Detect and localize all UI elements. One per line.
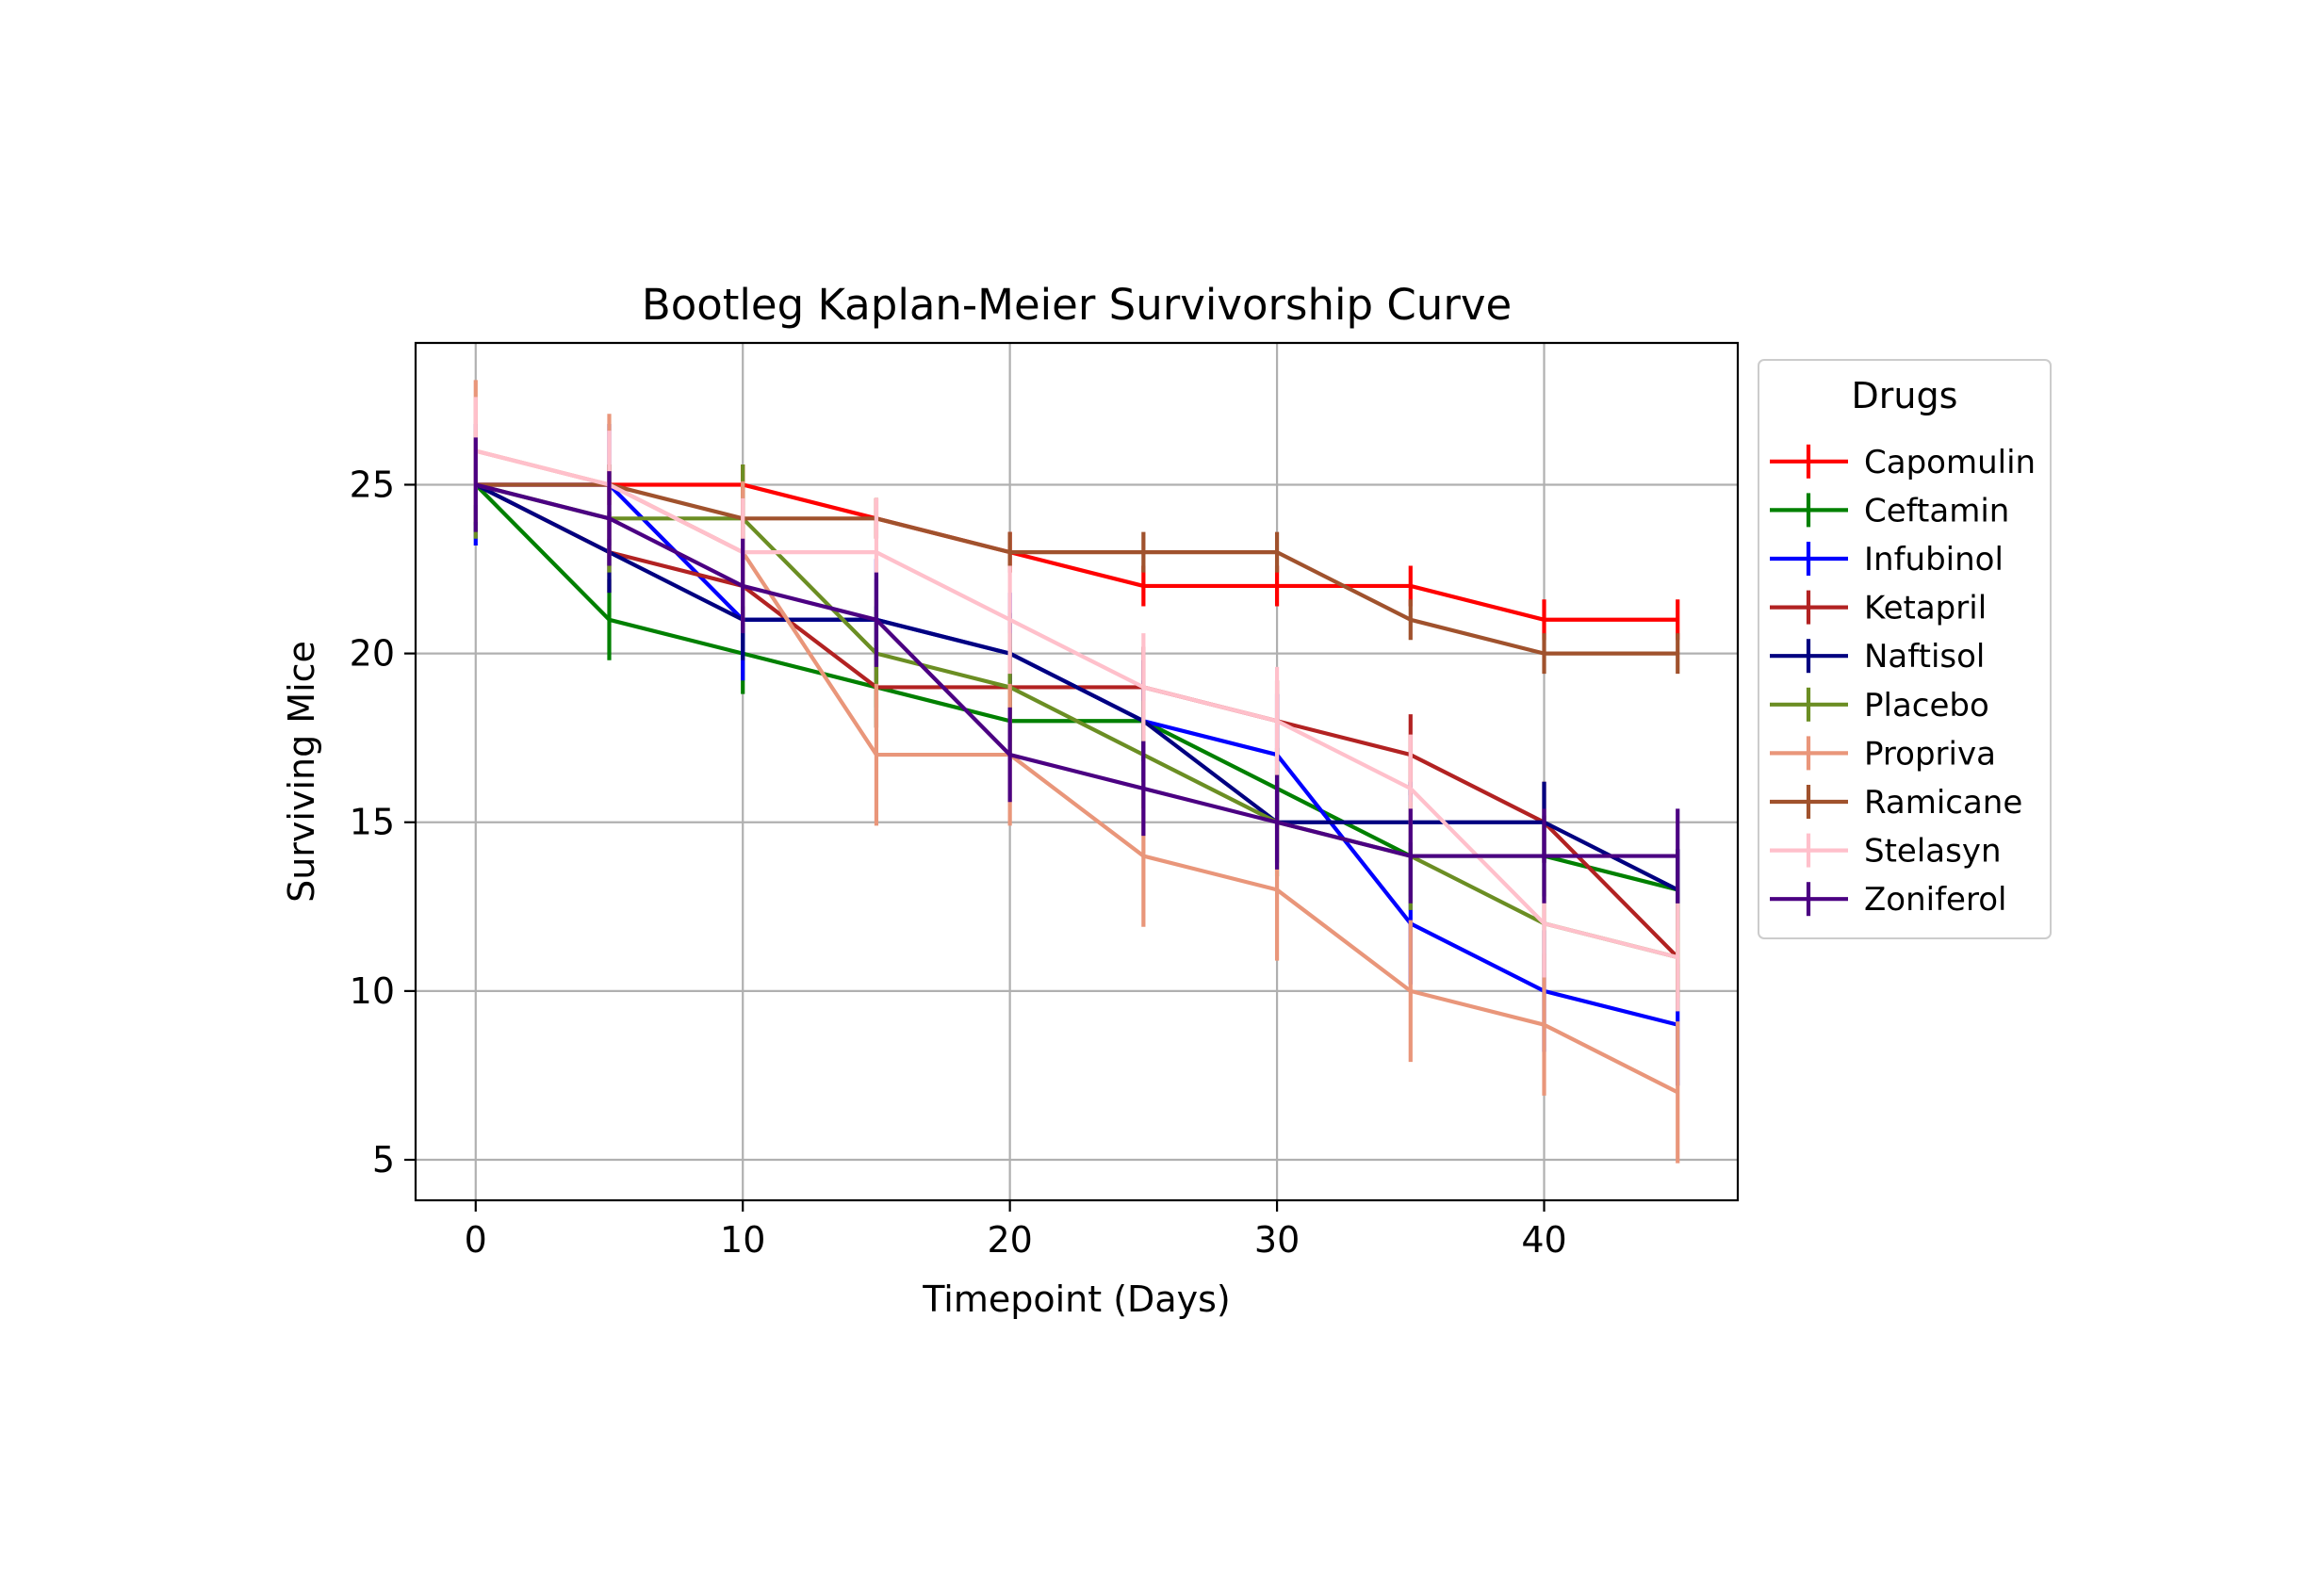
legend-label: Ceftamin <box>1864 492 2009 529</box>
legend-label: Ketapril <box>1864 590 1987 627</box>
series-line <box>475 482 1678 656</box>
legend-label: Stelasyn <box>1864 833 2002 871</box>
y-tick-label: 20 <box>350 633 395 675</box>
legend-label: Propriva <box>1864 735 1996 773</box>
y-tick-label: 5 <box>372 1139 395 1181</box>
series-line <box>475 482 1678 858</box>
legend-label: Zoniferol <box>1864 881 2006 919</box>
legend-items: Capomulin Ceftamin Infubinol Ketapril Naftis… <box>1770 444 2036 919</box>
x-tick-label: 10 <box>720 1219 765 1261</box>
x-tick-label: 30 <box>1254 1219 1300 1261</box>
legend-label: Naftisol <box>1864 638 1985 676</box>
legend-entry-placebo: Placebo <box>1770 687 1989 725</box>
legend-entry-ceftamin: Ceftamin <box>1770 492 2009 529</box>
legend-entry-capomulin: Capomulin <box>1770 444 2036 481</box>
y-tick-label: 25 <box>350 464 395 505</box>
series-line <box>475 482 1678 622</box>
axis-ticks: 0 10 20 30 40 5 10 15 20 25 <box>350 464 1567 1261</box>
legend: Drugs Capomulin Ceftamin Infubinol Ketapril… <box>1758 359 2052 939</box>
plot-area-frame <box>414 341 1740 1202</box>
legend-label: Ramicane <box>1864 784 2022 822</box>
legend-entry-naftisol: Naftisol <box>1770 638 1985 676</box>
legend-label: Infubinol <box>1864 541 2004 578</box>
x-tick-label: 0 <box>465 1219 487 1261</box>
legend-label: Capomulin <box>1864 444 2036 481</box>
series-line <box>474 482 1679 892</box>
y-tick-label: 10 <box>350 970 395 1012</box>
legend-entry-infubinol: Infubinol <box>1770 541 2004 578</box>
series-group <box>473 380 1680 1164</box>
x-axis-label: Timepoint (Days) <box>922 1278 1230 1320</box>
legend-entry-propriva: Propriva <box>1770 735 1996 773</box>
legend-entry-stelasyn: Stelasyn <box>1770 833 2002 871</box>
legend-entry-ketapril: Ketapril <box>1770 590 1987 627</box>
y-tick-label: 15 <box>350 802 395 843</box>
legend-title: Drugs <box>1852 375 1958 416</box>
x-tick-label: 40 <box>1521 1219 1566 1261</box>
chart-title: Bootleg Kaplan-Meier Survivorship Curve <box>642 280 1512 330</box>
series-zoniferol <box>473 437 1680 904</box>
legend-box <box>1758 359 2052 939</box>
y-axis-label: Surviving Mice <box>281 641 322 903</box>
x-tick-label: 20 <box>987 1219 1032 1261</box>
legend-entry-ramicane: Ramicane <box>1770 784 2022 822</box>
legend-label: Placebo <box>1864 687 1989 725</box>
legend-entry-zoniferol: Zoniferol <box>1770 881 2006 919</box>
